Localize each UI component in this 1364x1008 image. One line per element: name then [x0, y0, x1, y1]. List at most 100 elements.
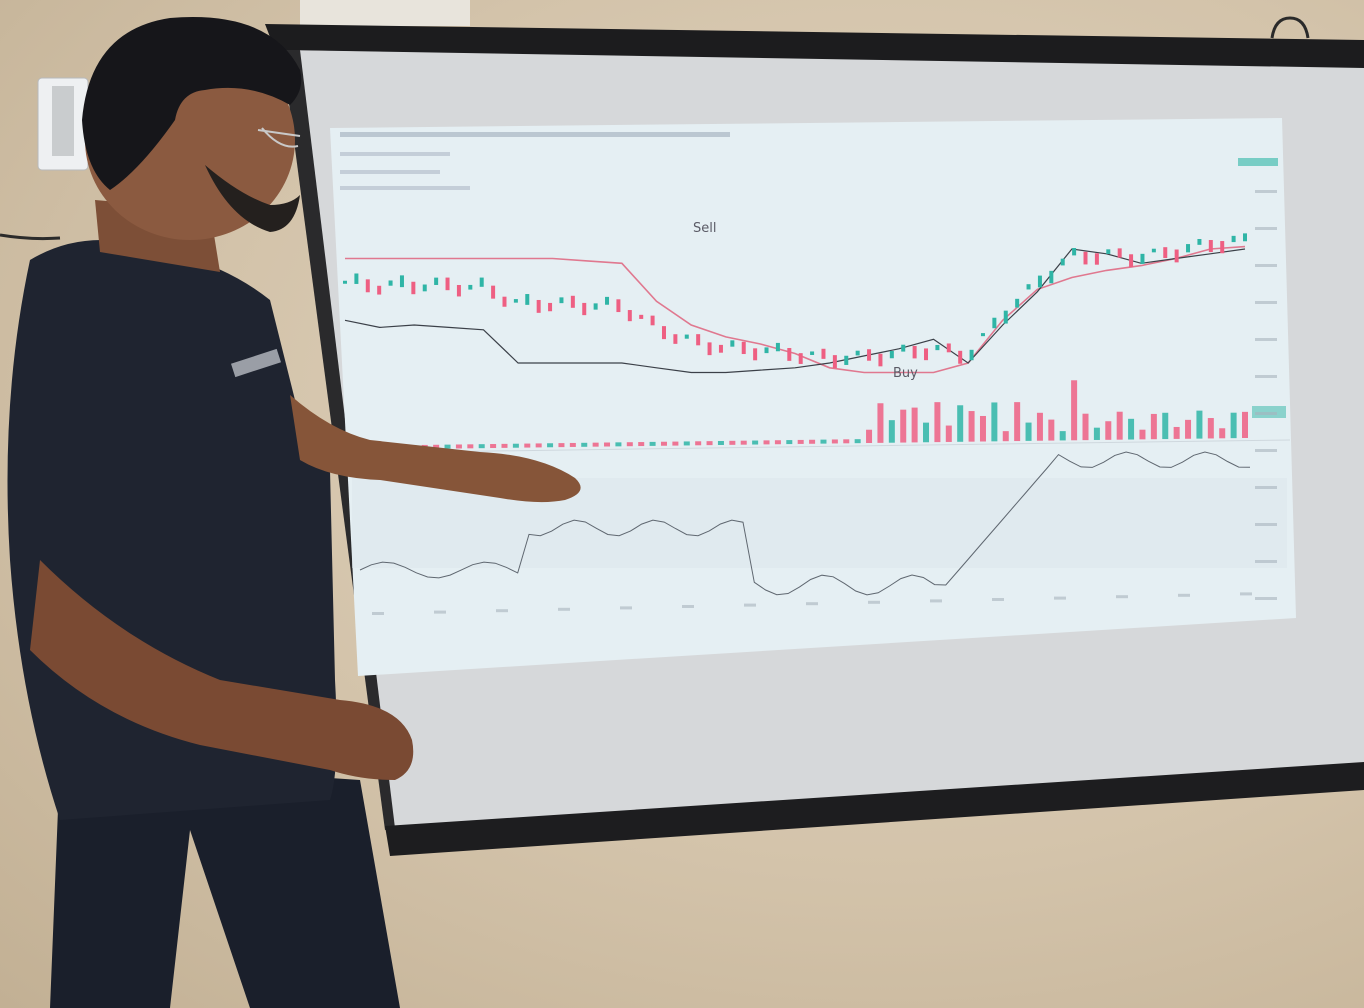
candle [684, 334, 689, 339]
candle [810, 351, 815, 355]
volume-bar [1207, 418, 1214, 439]
candle [855, 350, 860, 356]
volume-bar [444, 444, 451, 449]
candle [445, 277, 450, 291]
volume-bar [501, 443, 508, 448]
candle [992, 317, 997, 329]
candle [582, 302, 587, 316]
price-axis-tick [1255, 227, 1277, 230]
candle [456, 284, 461, 297]
screen-bottom-bar [385, 762, 1364, 856]
time-axis-tick [372, 612, 384, 615]
support-line [344, 248, 1246, 374]
price-axis-group [1255, 190, 1277, 600]
volume-bar [877, 403, 884, 443]
volume-bar [843, 439, 850, 444]
candle [832, 355, 837, 369]
volume-bar [752, 440, 759, 445]
candle [980, 333, 985, 337]
candle [935, 344, 940, 351]
price-axis-tick [1255, 190, 1277, 193]
price-axis-tick [1255, 338, 1277, 341]
volume-bar [740, 440, 747, 445]
volume-bar [592, 442, 599, 447]
wall-cable [0, 233, 61, 241]
volume-bar [558, 443, 565, 448]
volume-bar [831, 439, 838, 444]
volume-bar [1230, 412, 1237, 439]
candle [1049, 270, 1054, 284]
candle [411, 281, 416, 295]
candle [1015, 298, 1020, 308]
volume-bar [535, 443, 542, 448]
volume-bar [1173, 426, 1180, 439]
volume-bar [649, 441, 656, 446]
candle [1083, 251, 1088, 265]
time-axis-tick [1116, 595, 1128, 599]
price-axis-tick [1255, 301, 1277, 304]
candle [468, 284, 473, 290]
volume-bar [547, 443, 554, 448]
indicator-line [359, 451, 1251, 596]
time-axis-tick [930, 599, 942, 603]
candle [616, 299, 621, 313]
candle [901, 344, 906, 352]
time-axis-group [372, 592, 1252, 615]
volume-bar [467, 444, 474, 449]
volume-bar [900, 409, 907, 443]
volume-bar [854, 439, 861, 444]
volume-bar [581, 442, 588, 447]
candle [479, 277, 484, 287]
volume-bar [923, 422, 930, 443]
presenter-legs [50, 760, 400, 1008]
volume-bar [1014, 402, 1021, 442]
candle [1106, 249, 1111, 254]
projector-bracket [300, 0, 470, 26]
candles-group [343, 233, 1247, 369]
volume-bar [512, 443, 519, 448]
volume-bar [1128, 418, 1135, 440]
volume-bar [1036, 412, 1043, 441]
volume-bar [490, 444, 497, 449]
candle [673, 334, 678, 344]
price-axis-tick [1255, 449, 1277, 452]
candle [946, 343, 951, 353]
volume-bar [968, 411, 975, 442]
candle [502, 296, 507, 307]
volume-bar [455, 444, 462, 449]
volume-bar [820, 439, 827, 444]
volume-bar [638, 442, 645, 447]
time-axis-tick [868, 600, 880, 604]
candle [639, 314, 644, 319]
indicator-line-group [359, 451, 1251, 596]
candle [741, 341, 746, 355]
candle [764, 347, 769, 354]
candle [388, 280, 393, 286]
volume-bar [1150, 413, 1157, 440]
candle [889, 350, 894, 359]
candle [354, 273, 359, 284]
candle [1220, 241, 1225, 254]
volume-bar [786, 440, 793, 445]
candle [650, 315, 655, 326]
candle [1072, 248, 1077, 256]
volume-bar [1185, 419, 1192, 439]
candle [627, 310, 632, 322]
chart-legend-line-3 [340, 186, 470, 190]
price-axis-tick [1255, 523, 1277, 526]
candle [878, 353, 883, 367]
volume-bar [729, 440, 736, 445]
volume-bar [809, 439, 816, 444]
candle [775, 342, 780, 352]
support-line-group [344, 248, 1246, 374]
candle [1117, 248, 1122, 258]
price-axis-tick [1255, 412, 1277, 415]
candle [958, 350, 963, 364]
volume-bar [1162, 412, 1169, 440]
volume-bar [615, 442, 622, 447]
candle [1060, 258, 1065, 266]
candle [1197, 239, 1202, 245]
volume-bar [1139, 429, 1146, 440]
volume-bar [569, 442, 576, 447]
